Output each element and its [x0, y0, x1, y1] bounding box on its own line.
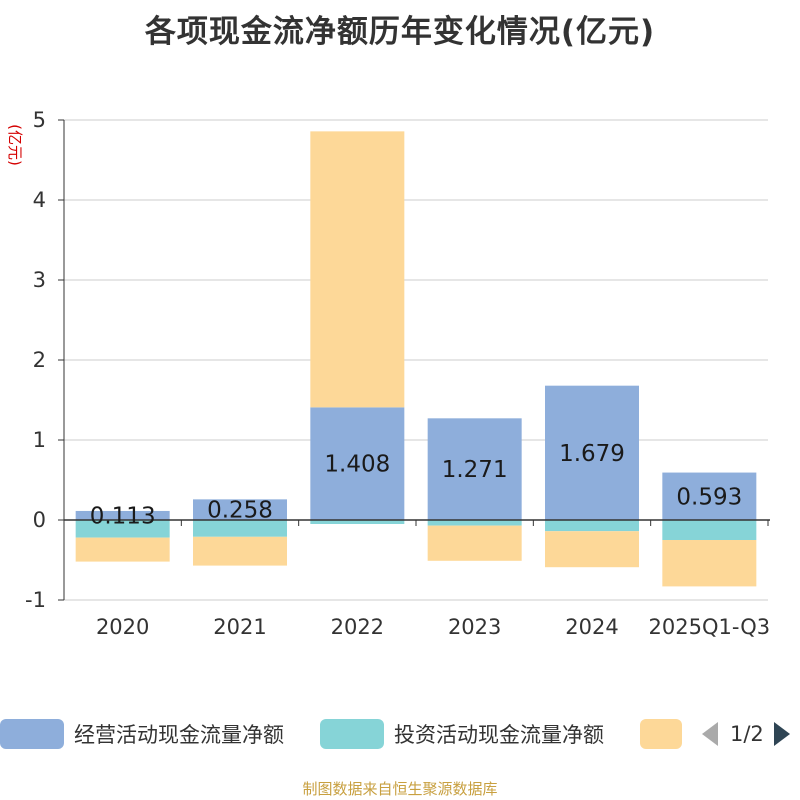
bar-2 — [310, 520, 405, 524]
data-label: 0.113 — [90, 503, 156, 529]
bar-2 — [545, 520, 639, 532]
y-axis-unit-label: (亿元) — [6, 124, 24, 166]
bar-2 — [193, 520, 287, 537]
y-tick-label: -1 — [25, 588, 46, 612]
y-tick-label: 2 — [33, 348, 46, 372]
x-tick-label: 2023 — [448, 615, 501, 639]
data-label: 0.593 — [676, 484, 742, 510]
pager-prev-icon[interactable] — [700, 720, 720, 748]
y-tick-label: 5 — [33, 108, 46, 132]
x-tick-label: 2025Q1-Q3 — [649, 615, 771, 639]
chart-plot: -1 0 1 2 3 4 5 (亿元) 0.113 0.258 1.408 1.271 1.679 0.5… — [6, 108, 771, 639]
pager-next-icon[interactable] — [772, 720, 792, 748]
x-tick-label: 2021 — [213, 615, 266, 639]
y-tick-label: 0 — [33, 508, 46, 532]
x-tick-label: 2024 — [565, 615, 618, 639]
data-label: 1.271 — [442, 457, 508, 483]
data-label: 0.258 — [207, 498, 273, 524]
y-tick-label: 3 — [33, 268, 46, 292]
bar-1 — [193, 499, 287, 520]
bar-3 — [310, 131, 405, 408]
bar-3 — [193, 536, 287, 566]
bar-2 — [75, 520, 170, 538]
bar-2 — [662, 520, 757, 540]
bar-1 — [662, 472, 757, 520]
x-tick-label: 2020 — [96, 615, 149, 639]
legend: 经营活动现金流量净额 投资活动现金流量净额 1/2 — [0, 716, 800, 752]
legend-swatch-financing — [640, 719, 682, 749]
legend-label-operating: 经营活动现金流量净额 — [74, 723, 284, 747]
legend-pager: 1/2 — [700, 716, 792, 752]
legend-swatch-operating — [0, 719, 64, 749]
bar-1 — [427, 418, 522, 520]
data-label: 1.679 — [559, 441, 625, 467]
bar-3 — [662, 540, 757, 587]
data-label: 1.408 — [324, 452, 390, 478]
chart-title: 各项现金流净额历年变化情况(亿元) — [144, 14, 656, 50]
y-tick-label: 4 — [33, 188, 46, 212]
y-tick-label: 1 — [33, 428, 46, 452]
legend-item-investing[interactable]: 投资活动现金流量净额 — [320, 716, 604, 752]
x-tick-label: 2022 — [331, 615, 384, 639]
bar-3 — [75, 537, 170, 562]
bar-1 — [545, 385, 639, 520]
source-note: 制图数据来自恒生聚源数据库 — [302, 780, 498, 798]
legend-swatch-investing — [320, 719, 384, 749]
bar-3 — [545, 531, 639, 568]
bar-3 — [427, 525, 522, 561]
bar-1 — [310, 407, 405, 520]
bar-2 — [427, 520, 522, 526]
page-indicator: 1/2 — [730, 722, 764, 746]
legend-item-operating[interactable]: 经营活动现金流量净额 — [0, 716, 284, 752]
legend-label-investing: 投资活动现金流量净额 — [394, 723, 604, 747]
legend-item-financing[interactable] — [640, 716, 692, 752]
bar-1 — [75, 510, 170, 520]
